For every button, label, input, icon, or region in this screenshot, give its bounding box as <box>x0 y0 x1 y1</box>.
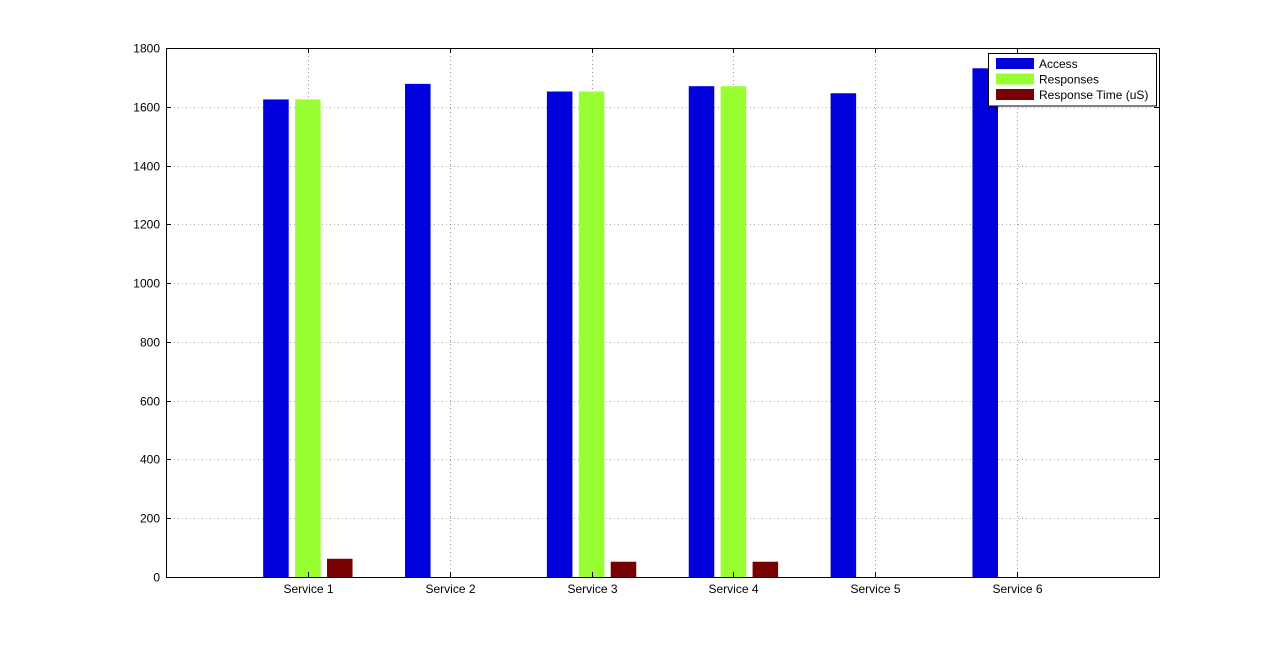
bar <box>972 68 998 578</box>
y-tick-label: 0 <box>153 571 160 585</box>
x-tick-label: Service 6 <box>992 582 1042 596</box>
x-tick-label: Service 2 <box>425 582 475 596</box>
bar <box>295 99 321 578</box>
legend-swatch <box>996 89 1034 100</box>
x-tick-label: Service 1 <box>283 582 333 596</box>
legend-label: Response Time (uS) <box>1039 88 1148 102</box>
plot-frame <box>166 48 1160 578</box>
y-tick-label: 800 <box>140 336 160 350</box>
y-tick-label: 1000 <box>133 277 160 291</box>
bar <box>263 99 289 578</box>
y-tick-label: 400 <box>140 453 160 467</box>
bar <box>720 86 747 577</box>
x-tick-label: Service 3 <box>567 582 617 596</box>
y-tick-label: 1200 <box>133 218 160 232</box>
legend-swatch <box>996 58 1034 69</box>
y-tick-label: 600 <box>140 395 160 409</box>
legend-swatch <box>996 73 1034 85</box>
bar <box>688 86 715 577</box>
y-tick-label: 1400 <box>133 160 160 174</box>
bar <box>578 91 605 578</box>
bar <box>830 93 857 578</box>
bar <box>405 83 431 578</box>
legend-label: Access <box>1039 57 1078 71</box>
y-tick-label: 1600 <box>133 101 160 115</box>
axis-ticks: 0 200 400 600 800 1000 1200 1400 1600 1800 Service… <box>133 42 1159 596</box>
bar <box>327 558 353 577</box>
x-tick-label: Service 4 <box>708 582 758 596</box>
y-tick-label: 200 <box>140 512 160 526</box>
x-tick-label: Service 5 <box>850 582 900 596</box>
bar <box>752 561 779 577</box>
y-tick-label: 1800 <box>133 42 160 56</box>
bars <box>263 68 998 578</box>
legend-label: Responses <box>1039 73 1099 87</box>
bar <box>546 91 573 578</box>
bar <box>610 561 637 577</box>
